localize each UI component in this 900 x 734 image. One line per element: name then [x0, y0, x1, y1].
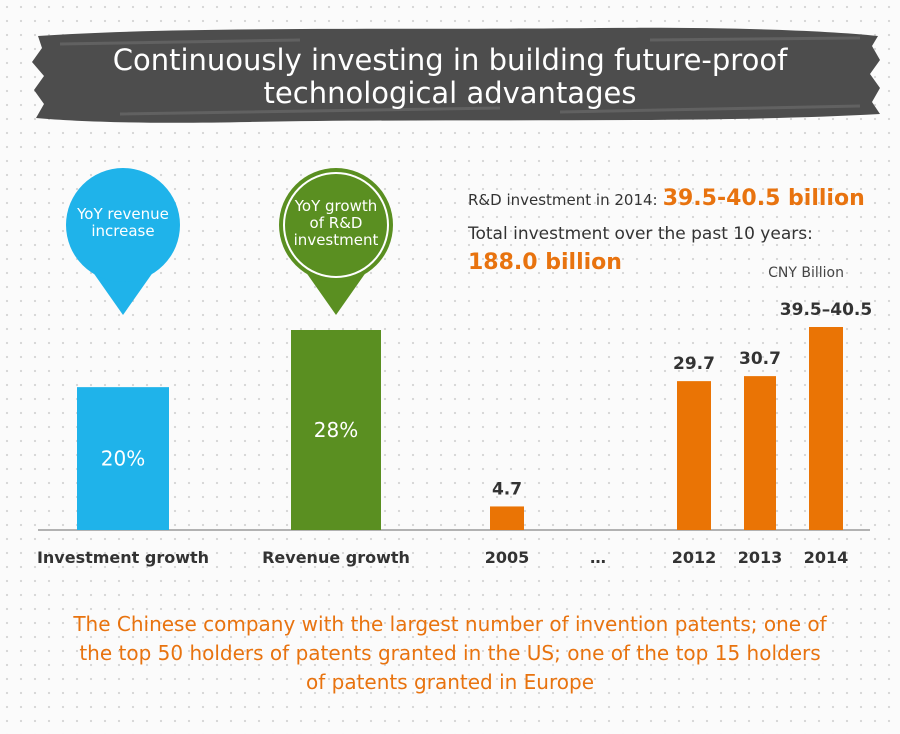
footer-line-3: of patents granted in Europe — [306, 670, 594, 694]
title-line-1: Continuously investing in building futur… — [112, 43, 788, 77]
bar-2005 — [490, 506, 524, 530]
title-line-2: technological advantages — [263, 76, 637, 110]
bar-value-label: 20% — [101, 447, 145, 471]
total-investment-value: 188.0 billion — [468, 250, 622, 275]
title-banner — [32, 27, 880, 123]
total-investment-value-line: 188.0 billion — [468, 250, 622, 275]
bar-value-label: 39.5–40.5 — [780, 300, 872, 320]
pin-green-line1: YoY growth — [294, 197, 378, 215]
pin-blue-line1: YoY revenue — [77, 205, 169, 223]
category-label: 2012 — [672, 548, 717, 567]
rd-investment-value: 39.5-40.5 billion — [662, 186, 865, 211]
map-pin-green-icon — [279, 168, 393, 315]
pin-label-revenue: YoY revenue increase — [66, 206, 180, 240]
bar-value-label: 29.7 — [673, 354, 715, 374]
pin-label-rd: YoY growth of R&D investment — [279, 198, 393, 249]
pin-blue-line2: increase — [91, 222, 155, 240]
rd-investment-label: R&D investment in 2014: — [468, 191, 658, 209]
rd-investment-line: R&D investment in 2014: 39.5-40.5 billio… — [468, 186, 865, 211]
bar-2014 — [809, 327, 843, 530]
bar-value-label: 28% — [314, 418, 358, 442]
bar-2013 — [744, 376, 776, 530]
total-investment-label: Total investment over the past 10 years: — [468, 224, 813, 244]
pin-green-line2: of R&D — [309, 214, 363, 232]
category-label: 2013 — [738, 548, 783, 567]
page-title: Continuously investing in building futur… — [60, 44, 840, 110]
bar-value-label: 30.7 — [739, 349, 781, 369]
unit-label: CNY Billion — [768, 265, 844, 281]
category-label: Investment growth — [37, 548, 209, 567]
pin-green-line3: investment — [293, 231, 379, 249]
footer-line-1: The Chinese company with the largest num… — [73, 612, 827, 636]
bar-2012 — [677, 381, 711, 530]
map-pin-blue-icon — [66, 168, 180, 315]
category-label: … — [590, 548, 606, 567]
category-label: Revenue growth — [262, 548, 410, 567]
bar-revenue-growth — [291, 330, 381, 530]
bar-value-label: 4.7 — [492, 479, 522, 499]
category-label: 2014 — [804, 548, 849, 567]
footer-line-2: the top 50 holders of patents granted in… — [79, 641, 821, 665]
category-label: 2005 — [485, 548, 530, 567]
footer-text: The Chinese company with the largest num… — [40, 610, 860, 697]
bar-investment-growth — [77, 387, 169, 530]
